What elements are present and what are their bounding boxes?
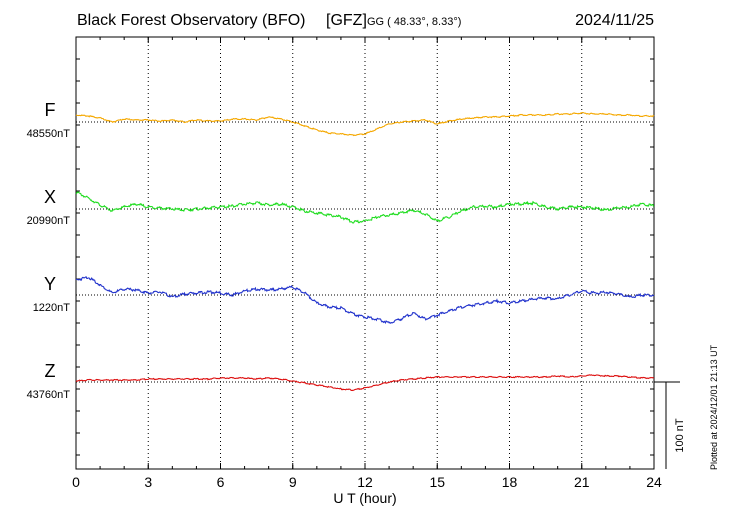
institute-label: [GFZ] [326, 12, 367, 29]
scale-bar: 100 nT [654, 381, 686, 469]
station-title: Black Forest Observatory (BFO) [77, 12, 306, 29]
x-tick-label: 9 [289, 474, 297, 490]
x-tick-label: 15 [429, 474, 445, 490]
series-baseline-f: 48550nT [27, 128, 71, 140]
axis-ticks [75, 37, 655, 469]
trace-z [75, 374, 655, 392]
x-tick-labels: 0 3 6 9 12 15 18 21 24 [72, 474, 662, 490]
date-label: 2024/11/25 [575, 12, 654, 29]
vertical-grid [147, 37, 583, 469]
x-tick-label: 18 [502, 474, 518, 490]
x-tick-label: 24 [646, 474, 662, 490]
plotted-at-note: Plotted at 2024/12/01 21:13 UT [709, 344, 719, 470]
series-name-x: X [44, 187, 56, 207]
x-tick-label: 12 [357, 474, 373, 490]
x-tick-label: 3 [144, 474, 152, 490]
trace-y [75, 276, 655, 324]
series-name-z: Z [45, 361, 56, 381]
series-name-y: Y [44, 274, 56, 294]
trace-x [75, 191, 655, 224]
series-baseline-y: 1220nT [33, 302, 71, 314]
x-tick-label: 6 [217, 474, 225, 490]
coordinates-label: GG ( 48.33°, 8.33°) [367, 16, 461, 28]
trace-f [75, 111, 655, 137]
x-tick-label: 21 [574, 474, 590, 490]
x-tick-label: 0 [72, 474, 80, 490]
x-axis-label: U T (hour) [333, 490, 396, 506]
series-name-f: F [45, 100, 56, 120]
series-baseline-x: 20990nT [27, 215, 71, 227]
scale-bar-label: 100 nT [674, 418, 686, 453]
series-baseline-z: 43760nT [27, 389, 71, 401]
series-labels: F 48550nT X 20990nT Y 1220nT Z 43760nT [27, 100, 71, 401]
series-traces [75, 111, 655, 392]
